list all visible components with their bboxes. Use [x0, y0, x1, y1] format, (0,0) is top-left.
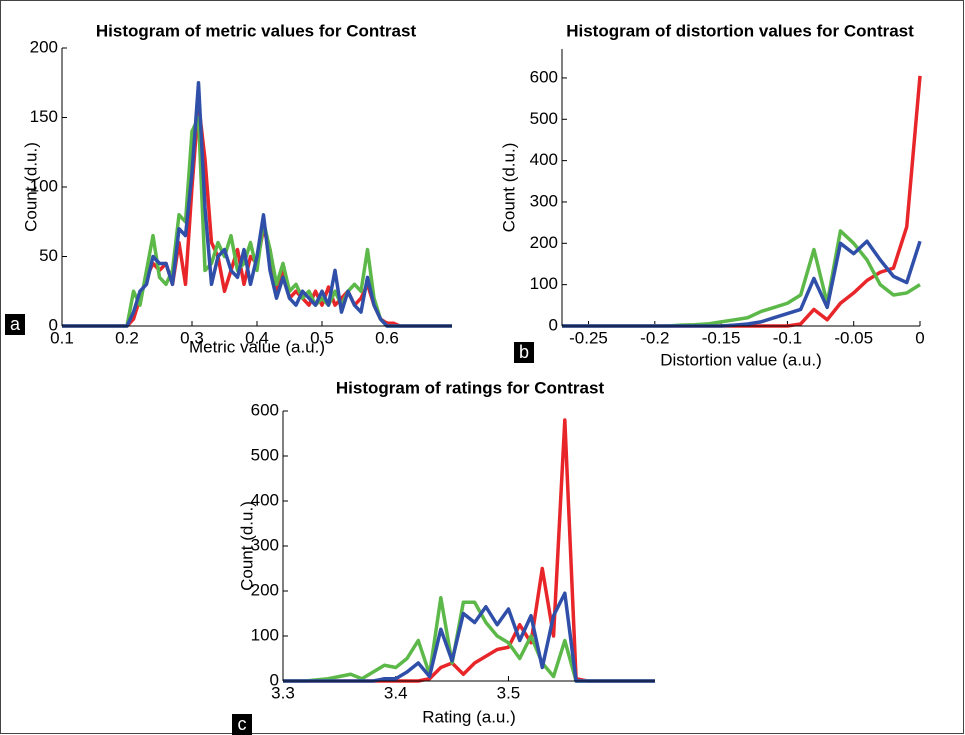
panel-label-box: [514, 342, 534, 363]
y-tick-label: 400: [251, 490, 279, 509]
y-tick-label: 300: [530, 191, 558, 210]
y-tick-label: 100: [251, 625, 279, 644]
y-tick-label: 100: [530, 274, 558, 293]
panel-label-box: [232, 714, 252, 735]
x-tick-label: 0.6: [375, 328, 399, 347]
y-tick-label: 500: [251, 445, 279, 464]
y-tick-label: 0: [270, 670, 279, 689]
x-tick-label: 0: [915, 328, 924, 347]
x-axis-label: Rating (a.u.): [422, 707, 516, 726]
x-tick-label: -0.2: [640, 328, 669, 347]
chart-title: Histogram of metric values for Contrast: [96, 21, 417, 40]
x-tick-label: -0.15: [702, 328, 741, 347]
x-tick-label: 0.4: [245, 328, 269, 347]
y-tick-label: 150: [30, 107, 58, 126]
y-tick-label: 50: [39, 246, 58, 265]
y-tick-label: 300: [251, 535, 279, 554]
series-line: [62, 81, 452, 328]
panel-label: c: [238, 714, 247, 734]
chart-title: Histogram of distortion values for Contr…: [566, 21, 914, 40]
x-tick-label: 0.1: [50, 328, 74, 347]
x-tick-label: 3.5: [497, 683, 521, 702]
x-tick-label: 0.5: [310, 328, 334, 347]
x-tick-label: -0.05: [834, 328, 873, 347]
y-tick-label: 600: [530, 67, 558, 86]
y-tick-label: 400: [530, 150, 558, 169]
y-tick-label: 600: [251, 400, 279, 419]
x-tick-label: -0.25: [569, 328, 608, 347]
x-axis-label: Distortion value (a.u.): [660, 350, 822, 369]
x-tick-label: 3.4: [384, 683, 408, 702]
y-tick-label: 100: [30, 176, 58, 195]
panel-label: b: [519, 342, 529, 362]
y-tick-label: 200: [251, 580, 279, 599]
y-tick-label: 200: [530, 233, 558, 252]
y-tick-label: 500: [530, 109, 558, 128]
x-tick-label: 0.2: [115, 328, 139, 347]
y-axis-label: Count (d.u.): [237, 501, 256, 591]
x-axis-label: Metric value (a.u.): [189, 337, 325, 356]
panel-label: a: [10, 314, 21, 334]
y-axis-label: Count (d.u.): [499, 143, 518, 233]
x-tick-label: 0.3: [180, 328, 204, 347]
y-tick-label: 0: [49, 315, 58, 334]
y-tick-label: 0: [549, 315, 558, 334]
chart-title: Histogram of ratings for Contrast: [336, 378, 605, 397]
y-tick-label: 200: [30, 37, 58, 56]
y-axis-label: Count (d.u.): [21, 142, 40, 232]
panel-label-box: [5, 314, 25, 335]
x-tick-label: 3.3: [271, 683, 295, 702]
x-tick-label: -0.1: [773, 328, 802, 347]
